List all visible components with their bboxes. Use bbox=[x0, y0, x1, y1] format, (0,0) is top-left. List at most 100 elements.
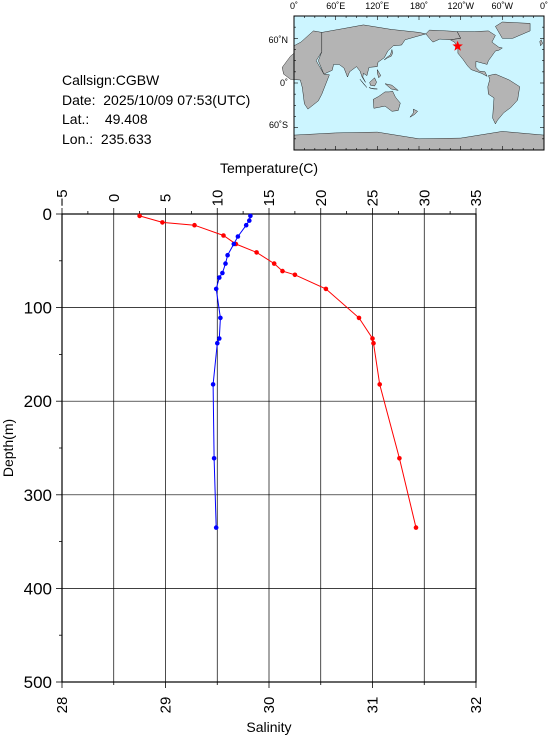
salinity-data-point bbox=[223, 261, 228, 266]
temperature-data-point bbox=[280, 268, 285, 274]
salinity-tick-label: 32 bbox=[468, 697, 485, 714]
temperature-data-point bbox=[254, 250, 259, 255]
depth-tick-label: 400 bbox=[24, 579, 52, 598]
map-ticks bbox=[293, 15, 545, 151]
chart-series bbox=[137, 213, 419, 530]
chart-grid bbox=[61, 213, 477, 683]
salinity-data-point bbox=[225, 252, 230, 258]
map-lat-label-2: 60˚S bbox=[269, 120, 288, 130]
salinity-tick-label: 30 bbox=[261, 697, 278, 714]
temperature-data-point bbox=[271, 261, 277, 266]
lat-row: Lat.: 49.408 bbox=[62, 110, 250, 130]
salinity-tick-label: 31 bbox=[365, 697, 382, 714]
map-land bbox=[281, 21, 545, 151]
depth-tick-label: 300 bbox=[24, 486, 52, 505]
chart-axis-ticks bbox=[56, 208, 477, 688]
temperature-tick-label: 25 bbox=[365, 190, 382, 207]
temperature-tick-label: −5 bbox=[54, 189, 71, 206]
lat-value: 49.408 bbox=[104, 111, 148, 127]
salinity-data-point bbox=[231, 241, 237, 247]
depth-tick-label: 100 bbox=[24, 299, 52, 318]
temperature-data-point bbox=[292, 272, 298, 278]
map-latitude-labels: 60˚N 0˚ 60˚S bbox=[268, 35, 288, 130]
depth-tick-label: 500 bbox=[24, 673, 52, 692]
map-lon-label-0: 0˚ bbox=[290, 1, 298, 11]
salinity-data-point bbox=[213, 286, 219, 292]
temperature-data-point bbox=[221, 233, 226, 238]
temperature-tick-labels: −5 0 5 10 15 20 25 30 35 bbox=[54, 189, 485, 206]
map-land-new-guinea bbox=[384, 83, 399, 91]
temperature-data-point bbox=[323, 286, 329, 292]
depth-tick-labels: 0 100 200 300 400 500 bbox=[24, 205, 52, 692]
temperature-data-point bbox=[371, 340, 376, 346]
date-value: 2025/10/09 07:53(UTC) bbox=[103, 91, 251, 108]
map-land-uk bbox=[539, 39, 543, 47]
date-row: Date: 2025/10/09 07:53(UTC) bbox=[62, 91, 250, 111]
map-land-indonesia-2 bbox=[368, 87, 378, 90]
map-land-new-zealand bbox=[409, 108, 418, 118]
callsign-row: Callsign:CGBW bbox=[62, 71, 250, 91]
map-land-borneo bbox=[369, 77, 377, 87]
salinity-data-point bbox=[235, 234, 241, 239]
salinity-axis-title: Salinity bbox=[246, 719, 291, 735]
map-lat-label-1: 0˚ bbox=[280, 78, 288, 88]
salinity-tick-label: 28 bbox=[54, 697, 71, 714]
world-map: 0˚ 60˚E 120˚E 180˚ 120˚W 60˚W 0˚ 60˚N 0˚… bbox=[268, 1, 548, 151]
map-longitude-labels: 0˚ 60˚E 120˚E 180˚ 120˚W 60˚W 0˚ bbox=[290, 1, 548, 11]
temperature-data-point bbox=[413, 525, 419, 530]
temperature-data-point bbox=[137, 213, 142, 219]
map-land-south-america bbox=[487, 73, 520, 125]
map-land-north-america bbox=[449, 30, 503, 77]
map-lon-label-6: 0˚ bbox=[540, 1, 548, 11]
temperature-tick-label: 10 bbox=[209, 190, 226, 207]
lon-row: Lon.: 235.633 bbox=[62, 130, 250, 150]
map-lon-label-4: 120˚W bbox=[447, 1, 474, 11]
temperature-tick-label: 0 bbox=[106, 194, 123, 202]
station-marker-star bbox=[452, 40, 463, 51]
map-lat-label-0: 60˚N bbox=[268, 35, 288, 45]
temperature-data-point bbox=[192, 222, 197, 228]
temperature-data-point bbox=[160, 220, 165, 225]
salinity-data-point bbox=[243, 222, 249, 228]
salinity-data-point bbox=[213, 525, 219, 530]
temperature-data-point bbox=[370, 336, 375, 341]
salinity-tick-label: 29 bbox=[158, 697, 175, 714]
salinity-data-point bbox=[217, 336, 222, 341]
lon-value: 235.633 bbox=[100, 130, 152, 147]
callsign-label: Callsign: bbox=[62, 72, 116, 88]
temperature-profile-line bbox=[139, 215, 417, 528]
temperature-tick-label: 20 bbox=[313, 190, 330, 207]
salinity-data-point bbox=[215, 340, 220, 346]
depth-tick-label: 0 bbox=[43, 205, 52, 224]
temperature-data-point bbox=[397, 456, 402, 461]
salinity-data-point bbox=[248, 213, 253, 219]
map-land-indonesia-1 bbox=[359, 79, 368, 88]
salinity-data-point bbox=[218, 315, 223, 321]
map-lon-label-2: 120˚E bbox=[365, 1, 389, 11]
map-land-australia bbox=[372, 90, 401, 112]
temperature-tick-label: 35 bbox=[468, 190, 485, 207]
map-land-japan bbox=[384, 49, 393, 61]
temperature-axis-title: Temperature(C) bbox=[220, 160, 318, 176]
salinity-profile-line bbox=[212, 215, 251, 528]
map-land-philippines bbox=[377, 68, 382, 79]
map-lon-label-5: 60˚W bbox=[492, 1, 514, 11]
callsign-value: CGBW bbox=[115, 72, 160, 88]
salinity-data-point bbox=[247, 218, 252, 223]
map-land-greenland bbox=[495, 21, 531, 39]
map-lon-label-3: 180˚ bbox=[410, 1, 428, 11]
salinity-data-point bbox=[211, 456, 217, 461]
plot-frame bbox=[61, 213, 477, 683]
temperature-data-point bbox=[377, 382, 383, 387]
salinity-data-point bbox=[220, 270, 225, 276]
depth-axis-title: Depth(m) bbox=[0, 419, 16, 477]
temperature-tick-label: 5 bbox=[158, 194, 175, 202]
temperature-tick-label: 15 bbox=[261, 190, 278, 207]
map-land-asia bbox=[318, 24, 426, 83]
temperature-tick-label: 30 bbox=[416, 190, 433, 207]
date-label: Date: bbox=[62, 91, 96, 108]
depth-tick-label: 200 bbox=[24, 392, 52, 411]
salinity-data-point bbox=[217, 275, 222, 280]
salinity-data-point bbox=[210, 382, 216, 387]
